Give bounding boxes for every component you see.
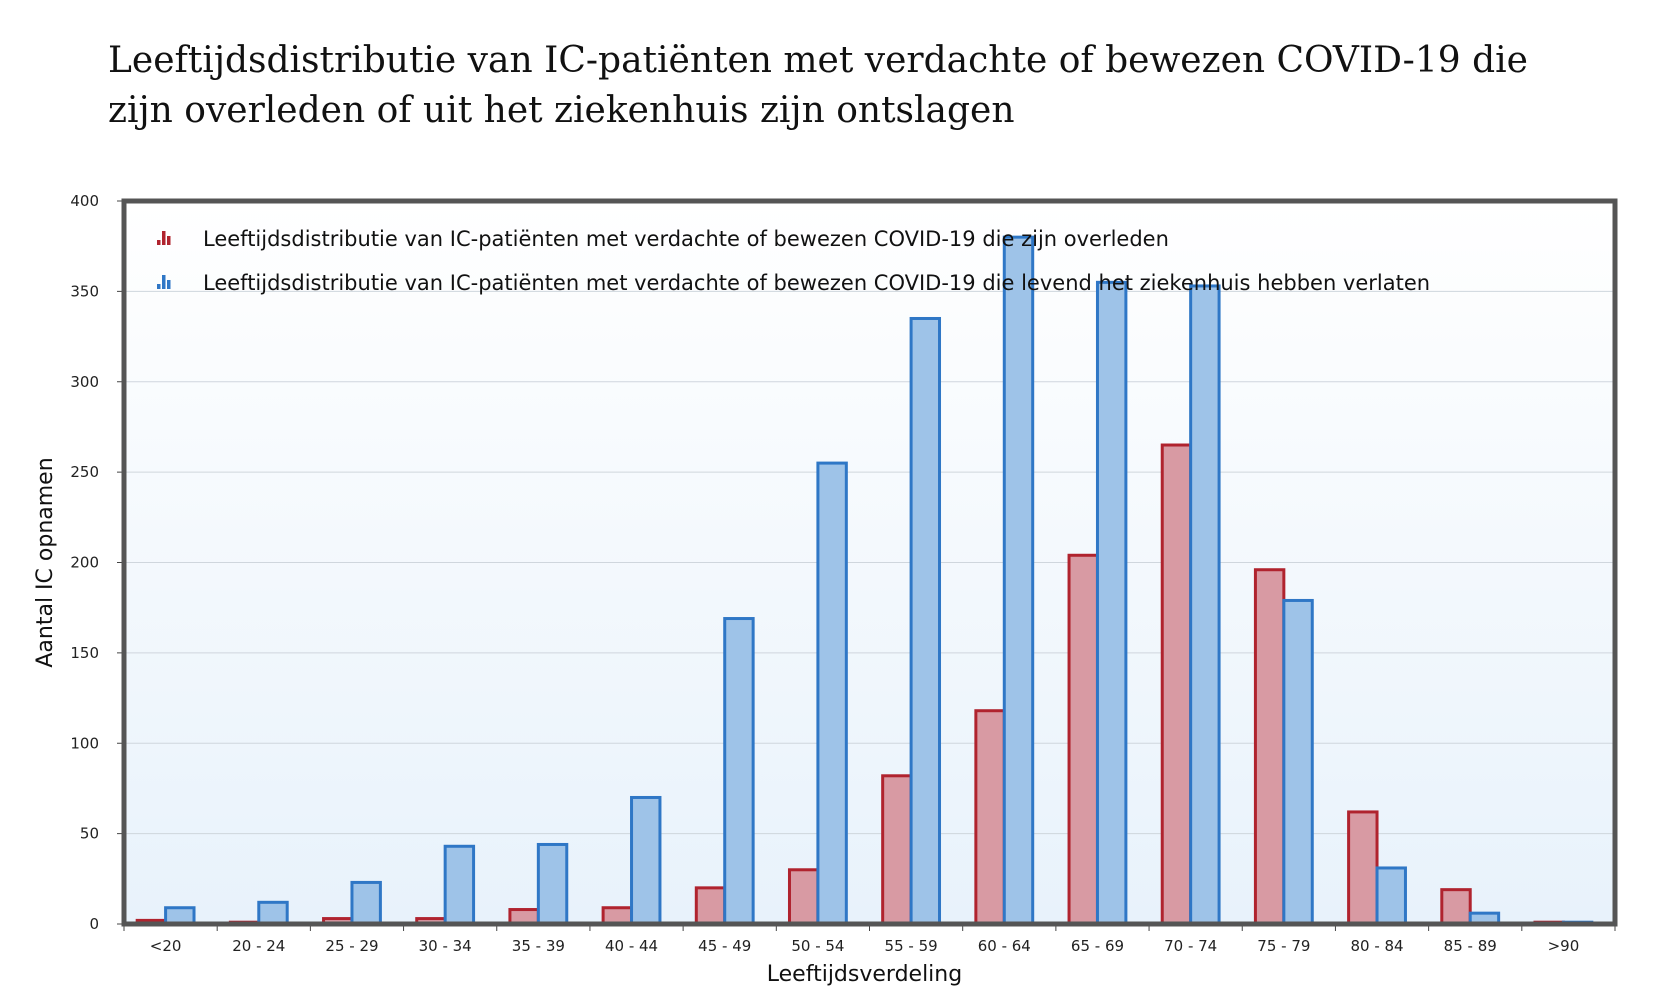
bar-survived xyxy=(443,844,476,926)
x-tick-label: 35 - 39 xyxy=(512,937,565,955)
x-tick-label: >90 xyxy=(1548,937,1580,955)
legend-label: Leeftijdsdistributie van IC-patiënten me… xyxy=(203,271,1430,295)
bar-survived xyxy=(1095,280,1128,926)
y-axis-label: Aantal IC opnamen xyxy=(33,457,58,667)
bar-survived xyxy=(723,617,755,926)
x-tick-label: 70 - 74 xyxy=(1164,937,1217,955)
x-tick-label: 85 - 89 xyxy=(1444,937,1497,955)
bar-deceased xyxy=(694,886,727,926)
chart-title-line-1: Leeftijdsdistributie van IC-patiënten me… xyxy=(108,40,1528,81)
legend: Leeftijdsdistributie van IC-patiënten me… xyxy=(157,227,1430,295)
bar-survived xyxy=(1002,235,1035,926)
bar-survived xyxy=(816,461,848,926)
x-tick-label: 45 - 49 xyxy=(698,937,751,955)
x-axis-label: Leeftijdsverdeling xyxy=(767,962,962,987)
chart-frame xyxy=(121,198,1618,927)
x-tick-label: 25 - 29 xyxy=(325,937,378,955)
legend-item: Leeftijdsdistributie van IC-patiënten me… xyxy=(157,271,1430,295)
bar-survived xyxy=(1189,284,1221,926)
bar-deceased xyxy=(1160,443,1193,926)
bar-survived xyxy=(630,795,662,926)
bar-chart-icon xyxy=(157,231,171,245)
legend-item: Leeftijdsdistributie van IC-patiënten me… xyxy=(157,227,1169,251)
y-tick-label: 200 xyxy=(70,554,99,572)
x-tick-label: 30 - 34 xyxy=(419,937,472,955)
x-tick-label: 80 - 84 xyxy=(1350,937,1403,955)
y-tick-label: 50 xyxy=(80,825,99,843)
bar-survived xyxy=(1282,598,1314,926)
bar-deceased xyxy=(787,868,820,926)
bar-deceased xyxy=(1347,810,1379,926)
x-axis-ticks: <20 20 - 24 25 - 29 30 - 34 35 - 39 40 - 44 45… xyxy=(123,924,1616,955)
y-tick-label: 0 xyxy=(89,915,99,933)
x-tick-label: 75 - 79 xyxy=(1257,937,1310,955)
y-tick-label: 400 xyxy=(70,192,99,210)
x-tick-label: 60 - 64 xyxy=(978,937,1031,955)
y-tick-label: 100 xyxy=(70,734,99,752)
y-axis-ticks: 0 50 100 150 200 250 300 350 400 xyxy=(70,192,124,933)
chart-title: Leeftijdsdistributie van IC-patiënten me… xyxy=(108,36,1588,136)
bar-deceased xyxy=(1253,568,1286,926)
x-tick-label: 20 - 24 xyxy=(232,937,285,955)
legend-label: Leeftijdsdistributie van IC-patiënten me… xyxy=(203,227,1169,251)
bar-survived xyxy=(257,900,289,926)
y-tick-label: 250 xyxy=(70,463,99,481)
chart-title-line-2: zijn overleden of uit het ziekenhuis zij… xyxy=(108,90,1015,131)
y-tick-label: 350 xyxy=(70,282,99,300)
y-tick-label: 150 xyxy=(70,644,99,662)
bar-survived xyxy=(536,842,569,926)
bar-deceased xyxy=(974,709,1006,926)
x-tick-label: 40 - 44 xyxy=(605,937,658,955)
bar-chart-icon xyxy=(157,275,171,289)
x-tick-label: <20 xyxy=(150,937,182,955)
x-tick-label: 65 - 69 xyxy=(1071,937,1124,955)
bar-survived xyxy=(350,880,382,926)
bar-deceased xyxy=(881,774,913,926)
bar-deceased xyxy=(1067,553,1099,926)
bar-survived xyxy=(909,316,942,926)
bar-deceased xyxy=(1440,888,1472,926)
y-tick-label: 300 xyxy=(70,373,99,391)
x-tick-label: 50 - 54 xyxy=(791,937,844,955)
x-tick-label: 55 - 59 xyxy=(885,937,938,955)
bar-survived xyxy=(1375,866,1407,926)
